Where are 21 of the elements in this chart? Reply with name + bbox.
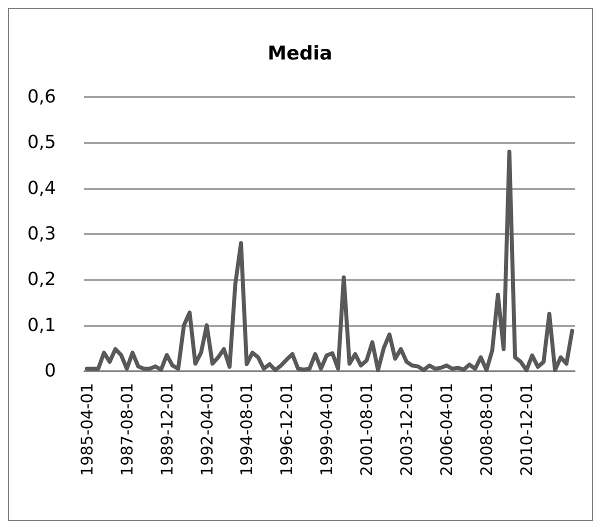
x-tick-label: 2008-08-01 xyxy=(477,383,496,476)
y-tick-label: 0 xyxy=(44,360,56,382)
x-tick-label: 2001-08-01 xyxy=(357,383,376,476)
x-tick-label: 1999-04-01 xyxy=(317,383,336,476)
y-tick-label: 0,3 xyxy=(27,224,56,244)
x-tick-label: 1989-12-01 xyxy=(157,383,176,476)
x-tick-label: 2010-12-01 xyxy=(516,383,536,476)
y-tick-label: 0,2 xyxy=(27,269,56,290)
x-tick-label: 1996-12-01 xyxy=(277,383,296,476)
x-tick-label: 1994-08-01 xyxy=(237,383,256,476)
x-tick-label: 1985-04-01 xyxy=(77,383,96,476)
y-tick-label: 0,4 xyxy=(27,178,56,199)
x-tick-label: 1987-08-01 xyxy=(117,383,136,476)
x-tick-label: 1992-04-01 xyxy=(197,383,216,476)
chart-title: Media xyxy=(268,42,332,64)
line-series xyxy=(84,150,574,372)
y-tick-label: 0,1 xyxy=(27,314,56,336)
y-tick-label: 0,5 xyxy=(27,132,56,154)
x-tick-label: 2006-04-01 xyxy=(437,383,456,476)
y-tick-label: 0,6 xyxy=(27,86,56,108)
x-tick-label: 2003-12-01 xyxy=(397,383,416,476)
